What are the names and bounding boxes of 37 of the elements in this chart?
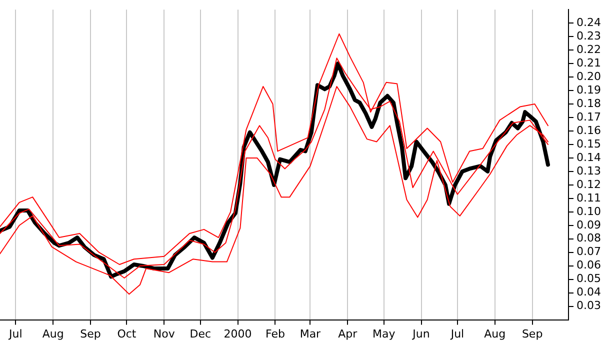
y-tick-label: 0.15 (576, 137, 602, 150)
x-tick-label: Mar (300, 327, 322, 340)
y-tick-label: 0.10 (576, 204, 602, 218)
x-tick-label: Sep (80, 327, 101, 340)
y-tick-label: 0.20 (576, 70, 602, 83)
x-tick-label: Oct (117, 327, 137, 340)
y-tick-label: 0.16 (576, 124, 602, 137)
y-tick-label: 0.03 (576, 299, 602, 312)
x-tick-label: Aug (484, 327, 506, 340)
y-tick-label: 0.19 (576, 83, 602, 96)
y-tick-label: 0.12 (576, 178, 602, 191)
x-tick-label: Sep (522, 327, 543, 340)
y-tick-label: 0.23 (576, 29, 602, 42)
y-tick-label: 0.21 (576, 56, 602, 70)
x-tick-label: May (372, 327, 396, 340)
y-tick-label: 0.07 (576, 245, 602, 258)
y-tick-label: 0.09 (576, 218, 602, 232)
y-tick-label: 0.22 (576, 42, 602, 56)
x-tick-label: 2000 (224, 327, 252, 340)
y-tick-label: 0.11 (576, 191, 602, 204)
y-tick-label: 0.13 (576, 164, 602, 178)
x-tick-label: Jun (412, 327, 430, 340)
x-tick-label: Jul (450, 327, 464, 340)
y-tick-label: 0.05 (576, 272, 602, 286)
y-tick-label: 0.14 (576, 150, 602, 164)
y-tick-label: 0.08 (576, 232, 602, 245)
y-tick-label: 0.04 (576, 286, 602, 299)
y-tick-label: 0.24 (576, 16, 602, 29)
y-tick-label: 0.18 (576, 96, 602, 110)
y-tick-label: 0.17 (576, 110, 602, 124)
x-tick-label: Aug (42, 327, 64, 340)
x-tick-label: Apr (338, 327, 358, 340)
x-tick-label: Jul (8, 327, 22, 340)
y-tick-label: 0.06 (576, 258, 602, 272)
x-tick-label: Feb (265, 327, 285, 340)
x-tick-label: Nov (153, 327, 176, 340)
x-tick-label: Dec (190, 327, 212, 340)
